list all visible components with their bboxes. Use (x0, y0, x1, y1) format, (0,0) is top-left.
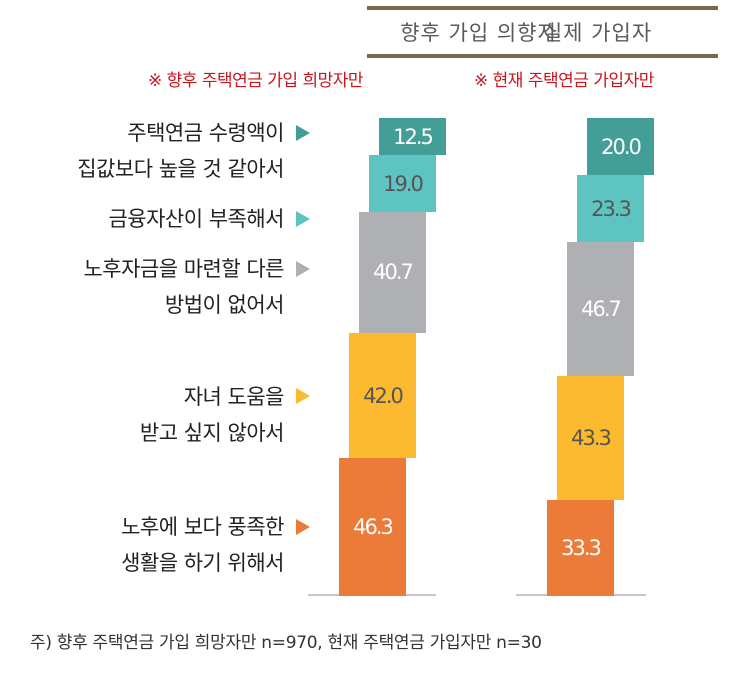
category-label-line: 받고 싶지 않아서 (139, 421, 285, 445)
bar: 20.0 (587, 118, 654, 176)
bar: 42.0 (349, 333, 416, 459)
category-label-line: 방법이 없어서 (164, 293, 285, 317)
category-arrow-icon (296, 388, 310, 404)
category-label-line: 집값보다 높을 것 같아서 (77, 157, 284, 181)
category-arrow-icon (296, 261, 310, 277)
bar: 46.7 (567, 242, 634, 377)
bar-value-label: 46.3 (353, 515, 394, 540)
bar-value-label: 40.7 (373, 260, 414, 285)
bar: 40.7 (359, 211, 426, 334)
series-note-1: ※ 현재 주택연금 가입자만 (474, 71, 654, 91)
category-label-line: 자녀 도움을 (183, 385, 285, 409)
bar: 43.3 (557, 376, 624, 501)
bar-value-label: 20.0 (601, 134, 642, 159)
bar-value-label: 43.3 (571, 426, 612, 451)
category-label: 금융자산이 부족해서 (108, 201, 284, 237)
bar-value-label: 19.0 (383, 171, 424, 196)
category-label-line: 노후에 보다 풍족한 (121, 515, 284, 539)
category-arrow-icon (296, 125, 310, 141)
category-label-line: 생활을 하기 위해서 (121, 551, 284, 575)
bar: 46.3 (339, 458, 406, 596)
footnote: 주) 향후 주택연금 가입 희망자만 n=970, 현재 주택연금 가입자만 n… (30, 633, 542, 653)
bar-value-label: 33.3 (561, 536, 602, 561)
bar: 33.3 (547, 500, 614, 596)
bar-value-label: 46.7 (581, 297, 622, 322)
bar: 12.5 (379, 118, 446, 156)
category-label-line: 금융자산이 부족해서 (108, 207, 284, 231)
category-label-line: 노후자금을 마련할 다른 (83, 257, 284, 281)
category-arrow-icon (296, 211, 310, 227)
bar-value-label: 42.0 (363, 383, 404, 408)
bar: 19.0 (369, 155, 436, 212)
bar: 23.3 (577, 175, 644, 243)
category-label-line: 주택연금 수령액이 (127, 121, 284, 145)
series-header-1: 실제 가입자 (477, 6, 718, 58)
bar-value-label: 12.5 (393, 124, 434, 149)
category-arrow-icon (296, 519, 310, 535)
bar-value-label: 23.3 (591, 196, 632, 221)
series-note-0: ※ 향후 주택연금 가입 희망자만 (148, 71, 364, 91)
